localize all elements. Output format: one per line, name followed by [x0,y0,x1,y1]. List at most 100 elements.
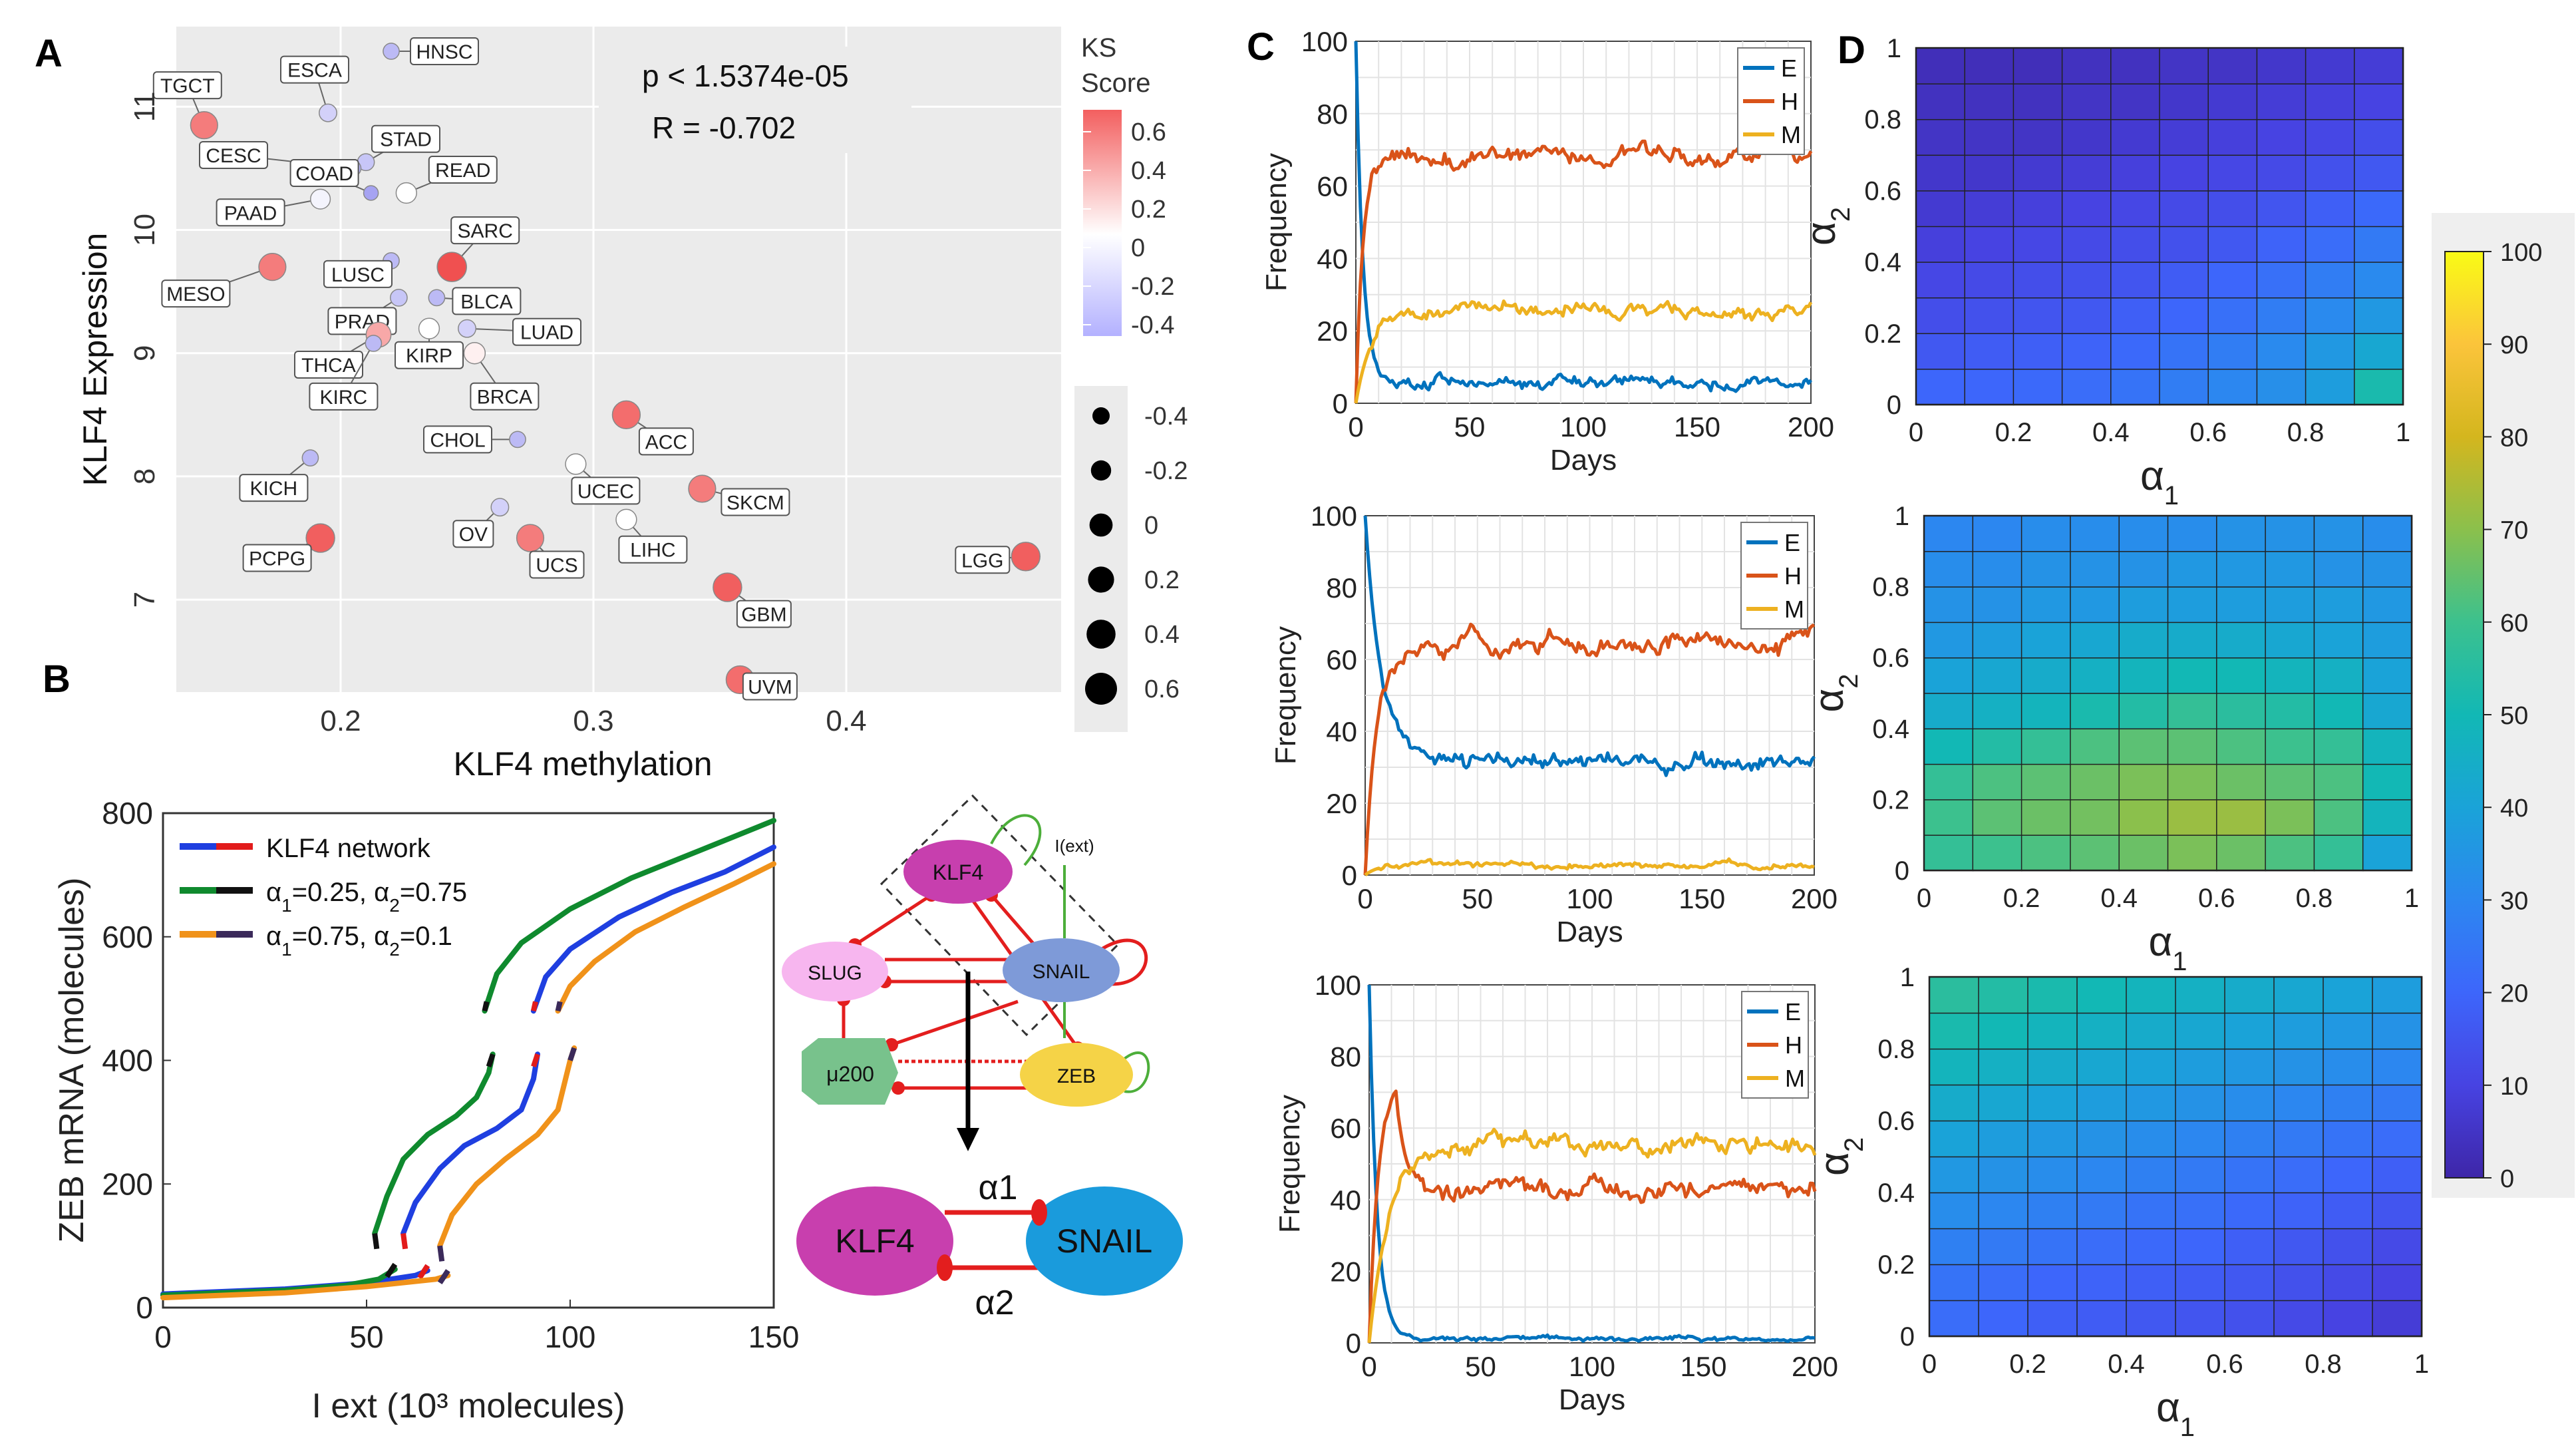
heatmap-cell [1978,1084,2029,1122]
heatmap-cell [2012,154,2063,192]
heatmap-cell [2061,118,2112,156]
scatter-point [615,508,637,530]
y-tick-label: 0.2 [1872,785,1909,815]
panel-a-points: ESCA HNSC STAD TGCT CESC COAD READ PAAD LUSC SARC… [152,37,1041,701]
heatmap-cell [2305,226,2356,263]
heatmap-cell [2070,550,2120,588]
scatter-point [365,335,383,352]
heatmap-cell [2061,190,2112,228]
y-tick-label: 0 [136,1290,153,1325]
heatmap-cell [2207,368,2258,406]
heatmap-cell [2323,1228,2374,1266]
x-tick-label: 0.2 [2009,1350,2046,1379]
series-line [1367,984,1816,1344]
y-axis-label: α2 [1812,1137,1869,1176]
heatmap-cell [1915,261,1966,299]
node-zeb [1020,1043,1133,1107]
heatmap-cell [1929,976,1980,1014]
label-box [618,535,688,564]
panel-a-x-axis-label: KLF4 methylation [453,745,712,783]
series-line [1354,41,1812,393]
heatmap-cell [2256,83,2307,120]
curve-high-branch [555,861,776,1014]
heatmap-cell [2323,1192,2374,1230]
heatmap-cell [2273,1156,2325,1194]
y-tick-label: 0.2 [1864,319,1901,349]
heatmap-cell [2265,834,2315,872]
y-tick-label: 100 [1311,500,1357,532]
y-tick-label: 9 [128,345,161,361]
heatmap-cell [1964,368,2014,406]
heatmap-cell [1964,118,2014,156]
scatter-point [509,431,526,449]
heatmap-cell [2061,333,2112,370]
heatmap-cell [2070,728,2120,765]
heatmap-cell [2305,333,2356,370]
heatmap-cell [1915,47,1966,85]
scatter-point [395,182,417,204]
heatmap-cell [1923,763,1974,801]
scatter-point [310,188,331,210]
heatmap-cell [2265,692,2315,730]
point-label: LUSC [331,264,385,286]
heatmap-frame [1915,47,2404,406]
curve-mid-branch [401,1051,540,1236]
heatmap-cell [2027,1300,2078,1338]
heatmap-cell [2362,657,2413,694]
heatmap-cell [2256,47,2307,85]
heatmap-cell [2216,550,2267,588]
heatmap-cell [2207,226,2258,263]
node-klf4 [903,840,1013,904]
heatmap-cell [2305,118,2356,156]
x-tick-label: 100 [1569,1351,1615,1382]
reduced-edge-bottom-label: α2 [975,1284,1015,1322]
heatmap-cell [2076,976,2128,1014]
heatmap-cell [1964,83,2014,120]
label-box [371,124,440,153]
colorbar-tick-label: 60 [2500,610,2528,637]
y-tick-label: 1 [1887,34,1901,63]
colorbar-tick-label: 100 [2500,239,2542,267]
legend-label: M [1785,1065,1805,1092]
heatmap-cell [2076,1228,2128,1266]
heatmap-cell [2313,550,2364,588]
heatmap-cell [2061,226,2112,263]
heatmap-cell [2061,154,2112,192]
y-axis-label: Frequency [1269,626,1302,765]
point-label: LGG [961,550,1003,572]
heatmap-cell [2118,799,2169,836]
label-box [571,476,641,505]
curve-low-branch [160,1272,451,1301]
heatmap-cell [2012,297,2063,335]
color-legend-tick-label: -0.4 [1131,311,1174,339]
x-axis-label: Days [1550,444,1617,476]
heatmap-cell [2027,976,2078,1014]
scatter-point [383,43,400,60]
label-box [161,279,231,308]
label-box [512,317,581,346]
heatmap-cell [2265,728,2315,765]
y-tick-label: 0 [1333,388,1348,419]
x-tick-label: 0.8 [2296,884,2333,913]
heatmap-cell [2305,47,2356,85]
heatmap-cell [2012,118,2063,156]
heatmap-cell [1923,586,1974,624]
heatmap-cell [2126,1156,2177,1194]
node-snail [1003,938,1120,1002]
heatmap-cell [2216,799,2267,836]
heatmap-cell [2061,368,2112,406]
panel-a-color-legend: KS Score 0.6 0.4 0.2 0 -0.2 -0.4 [1081,33,1174,339]
heatmap-cell [2110,190,2161,228]
heatmap-cell [2118,692,2169,730]
heatmap-cell [2265,515,2315,552]
size-legend-dot [1092,407,1110,425]
reduced-node-klf4 [796,1186,953,1296]
heatmap-cell [2020,728,2072,765]
heatmap-cell [1929,1192,1980,1230]
heatmap-cell [2167,834,2218,872]
heatmap-cell [2265,799,2315,836]
heatmap-cell [2110,118,2161,156]
colorbar-tick-label: 10 [2500,1073,2528,1101]
